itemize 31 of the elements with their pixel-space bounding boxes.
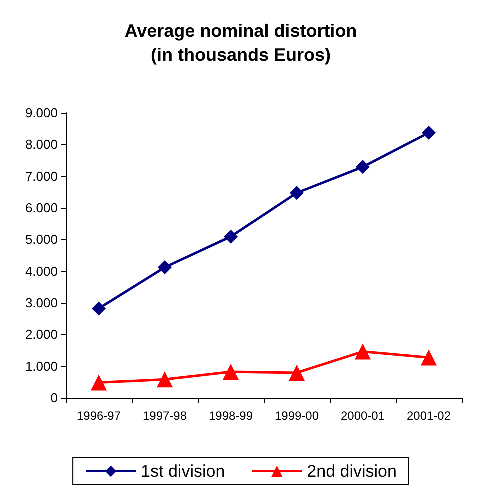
y-tick-label: 8.000 bbox=[25, 137, 58, 152]
x-tick-label: 1998-99 bbox=[208, 409, 254, 423]
x-tick-label: 2000-01 bbox=[340, 409, 386, 423]
y-tick-label: 3.000 bbox=[25, 296, 58, 310]
legend-label: 2nd division bbox=[307, 462, 397, 481]
x-tick-label: 2001-02 bbox=[406, 409, 452, 423]
point bbox=[224, 230, 238, 244]
y-tick-label: 6.000 bbox=[25, 200, 58, 216]
y-tick-label: 0 bbox=[50, 390, 58, 406]
point bbox=[356, 160, 370, 174]
point bbox=[92, 302, 106, 316]
legend-label: 1st division bbox=[141, 462, 226, 481]
point bbox=[157, 372, 173, 388]
point bbox=[289, 364, 305, 381]
point bbox=[355, 344, 371, 360]
point bbox=[421, 350, 437, 366]
point bbox=[91, 374, 107, 391]
y-tick-label: 2.000 bbox=[25, 327, 58, 342]
chart-title: Average nominal distortion (in thousands Euros) bbox=[124, 21, 358, 65]
point bbox=[290, 186, 304, 200]
point bbox=[422, 126, 436, 140]
y-tick-label: 1.000 bbox=[25, 358, 58, 374]
y-tick-label: 9.000 bbox=[25, 106, 58, 120]
point bbox=[223, 364, 239, 380]
point bbox=[158, 260, 172, 275]
y-tick-label: 5.000 bbox=[25, 232, 58, 248]
x-tick-label: 1999-00 bbox=[274, 409, 320, 423]
y-tick-label: 7.000 bbox=[25, 168, 58, 184]
x-tick-label: 1997-98 bbox=[142, 409, 188, 423]
x-tick-label: 1996-97 bbox=[76, 409, 122, 423]
y-tick-label: 4.000 bbox=[25, 264, 58, 279]
